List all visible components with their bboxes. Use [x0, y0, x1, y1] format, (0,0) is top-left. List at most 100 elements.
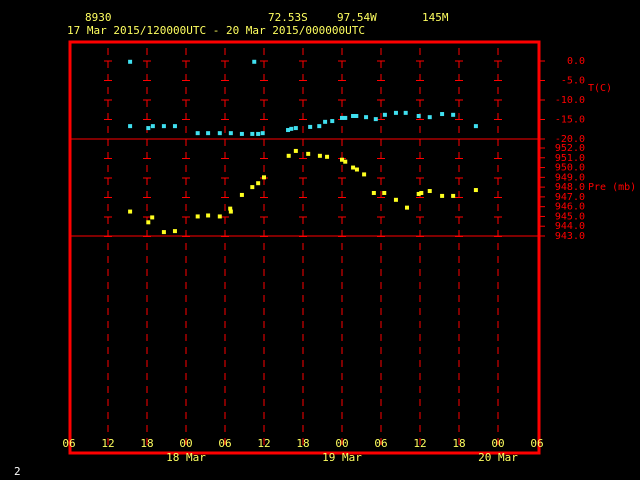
date-label: 18 Mar: [166, 451, 206, 464]
data-point: [239, 131, 244, 136]
x-tick-label: 06: [62, 437, 75, 450]
data-point: [351, 113, 356, 118]
data-point: [440, 112, 445, 117]
y-tick-label: 0.0: [567, 56, 585, 67]
y-tick-label: 951.0: [555, 153, 585, 164]
y-tick-label: -5.0: [561, 76, 585, 87]
data-point: [260, 131, 265, 136]
data-point: [217, 131, 222, 136]
data-point: [393, 197, 398, 202]
data-point: [403, 110, 408, 115]
data-point: [354, 167, 359, 172]
data-point: [473, 188, 478, 193]
date-label: 19 Mar: [322, 451, 362, 464]
data-point: [364, 115, 369, 120]
data-point: [473, 124, 478, 129]
data-point: [286, 128, 291, 133]
data-point: [161, 124, 166, 129]
data-point: [228, 209, 233, 214]
data-point: [440, 193, 445, 198]
data-point: [340, 157, 344, 162]
data-point: [252, 59, 257, 64]
data-point: [343, 115, 348, 120]
data-point: [343, 159, 348, 164]
data-point: [362, 172, 367, 177]
data-point: [150, 124, 155, 129]
data-point: [323, 119, 328, 124]
elevation: 145M: [422, 11, 449, 24]
data-point: [146, 126, 151, 131]
y-axis-label: T(C): [588, 83, 612, 94]
y-tick-label: 944.0: [555, 221, 585, 232]
y-tick-label: 948.0: [555, 182, 585, 193]
y-tick-label: 950.0: [555, 163, 585, 174]
y-tick-label: -15.0: [555, 115, 585, 126]
data-point: [228, 206, 233, 211]
data-point: [351, 165, 356, 170]
data-point: [172, 124, 177, 129]
data-point: [289, 126, 294, 131]
data-point: [206, 213, 211, 218]
y-tick-label: -20.0: [555, 134, 585, 145]
data-point: [382, 190, 387, 195]
data-point: [405, 205, 409, 210]
data-point: [172, 229, 177, 234]
data-point: [250, 185, 255, 190]
data-point: [146, 220, 151, 225]
data-point: [195, 131, 200, 136]
data-point: [206, 131, 211, 136]
data-point: [293, 126, 298, 131]
data-point: [427, 189, 432, 194]
data-point: [150, 215, 155, 220]
data-point: [262, 175, 266, 180]
y-tick-label: 943.0: [555, 231, 585, 242]
data-point: [393, 110, 398, 115]
data-point: [161, 230, 166, 235]
data-point: [308, 124, 313, 129]
y-tick-label: 952.0: [555, 143, 585, 154]
station-id: 8930: [85, 11, 112, 24]
data-point: [317, 153, 322, 158]
latitude: 72.53S: [268, 11, 308, 24]
period: 17 Mar 2015/120000UTC - 20 Mar 2015/0000…: [67, 24, 365, 37]
y-tick-label: 947.0: [555, 192, 585, 203]
data-point: [354, 113, 359, 118]
data-point: [256, 181, 261, 186]
data-point: [416, 191, 421, 196]
data-point: [427, 115, 432, 120]
data-point: [340, 115, 344, 120]
data-point: [228, 131, 233, 136]
data-point: [330, 119, 335, 124]
data-point: [306, 151, 311, 156]
longitude: 97.54W: [337, 11, 377, 24]
y-tick-label: 945.0: [555, 211, 585, 222]
x-tick-label: 06: [530, 437, 543, 450]
y-tick-label: 949.0: [555, 172, 585, 183]
data-point: [373, 117, 378, 122]
data-point: [217, 214, 222, 219]
data-point: [286, 153, 291, 158]
date-label: 20 Mar: [478, 451, 518, 464]
data-point: [451, 112, 456, 117]
data-point: [317, 124, 322, 129]
plot-frame: [68, 40, 541, 455]
y-tick-label: -10.0: [555, 95, 585, 106]
data-point: [371, 190, 376, 195]
data-point: [239, 192, 244, 197]
data-point: [128, 59, 133, 64]
data-point: [293, 148, 298, 153]
y2-axis-label: Pre (mb): [588, 182, 636, 193]
y-tick-label: 946.0: [555, 202, 585, 213]
data-point: [451, 193, 456, 198]
page-number: 2: [14, 465, 21, 478]
data-point: [195, 214, 200, 219]
data-point: [419, 190, 424, 195]
data-point: [416, 113, 421, 118]
data-point: [128, 124, 133, 129]
data-point: [382, 112, 387, 117]
data-point: [256, 131, 261, 136]
data-point: [325, 154, 330, 159]
